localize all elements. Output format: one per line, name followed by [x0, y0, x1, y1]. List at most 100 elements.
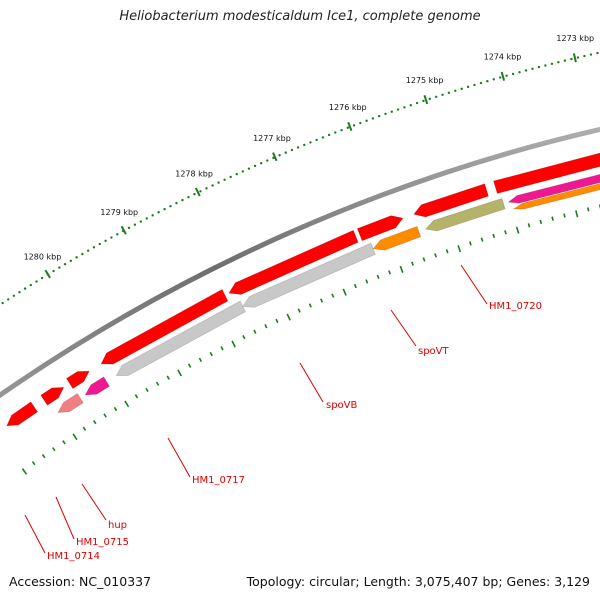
inner-tick [411, 261, 414, 266]
minor-tick [550, 62, 554, 66]
minor-tick [75, 256, 78, 259]
inner-tick [504, 230, 507, 235]
inner-tick [242, 334, 246, 340]
minor-tick [473, 83, 476, 87]
minor-tick [428, 97, 432, 101]
minor-tick [460, 87, 463, 91]
minor-tick [377, 114, 381, 118]
cds-hup [65, 370, 90, 390]
minor-tick [18, 290, 21, 294]
minor-tick [492, 78, 495, 81]
minor-tick [163, 207, 166, 211]
minor-tick [537, 65, 541, 69]
inner-tick [82, 426, 87, 431]
major-tick [44, 269, 51, 279]
inner-tick [134, 394, 139, 399]
inner-tick [422, 257, 426, 262]
inner-tick [469, 241, 472, 246]
minor-tick [187, 195, 190, 199]
minor-tick [518, 71, 521, 74]
gene-label: HM1_0720 [489, 301, 542, 312]
inner-tick [198, 357, 203, 362]
minor-tick [58, 266, 61, 269]
minor-tick [229, 175, 232, 179]
minor-tick [447, 91, 451, 94]
callout-line [390, 309, 417, 347]
callout-line [299, 362, 324, 403]
outer-tick-track [1, 51, 599, 305]
minor-tick [486, 79, 489, 83]
backbone-arc [0, 126, 600, 399]
major-tick [347, 121, 353, 132]
inner-tick [21, 468, 28, 475]
inner-tick [586, 207, 590, 212]
minor-tick [181, 198, 184, 202]
gene-hm1-0720-track [424, 197, 506, 232]
cds-hm1-0720 [413, 183, 489, 218]
cds-hm1-0715 [40, 386, 65, 406]
callout-line [81, 483, 107, 521]
major-tick [272, 152, 278, 162]
minor-tick [253, 164, 257, 168]
minor-tick [290, 148, 294, 152]
minor-tick [296, 146, 300, 149]
minor-tick [371, 117, 375, 120]
inner-tick [253, 329, 257, 334]
tick-labels: 1273 kbp 1274 kbp 1275 kbp 1276 kbp 1277 kbp… [24, 34, 595, 262]
gene-label: spoVB [326, 400, 358, 411]
inner-tick [563, 213, 566, 218]
minor-tick [576, 56, 580, 59]
minor-tick [211, 184, 214, 187]
minor-tick [133, 223, 137, 226]
minor-tick [110, 236, 113, 239]
minor-tick [303, 143, 306, 147]
inner-tick [480, 237, 484, 242]
minor-tick [511, 72, 515, 76]
minor-tick [199, 190, 202, 193]
minor-tick [309, 141, 312, 144]
inner-tick [113, 406, 118, 412]
gene-label: HM1_0717 [192, 475, 245, 486]
cds-hm1-0714 [6, 401, 39, 427]
inner-tick [124, 400, 130, 408]
inner-tick [92, 419, 97, 425]
cds-hm1-0717 [100, 288, 229, 365]
minor-tick [454, 89, 457, 92]
minor-tick [570, 57, 573, 61]
inner-tick [331, 293, 335, 298]
major-tick [423, 95, 429, 105]
gene-next-track-2 [512, 183, 600, 210]
gene-label: hup [108, 520, 127, 531]
major-tick [194, 187, 201, 197]
tick-label: 1275 kbp [406, 76, 444, 85]
inner-tick [388, 270, 392, 275]
minor-tick [193, 193, 196, 196]
inner-tick [264, 324, 268, 329]
accession-text: Accession: NC_010337 [9, 574, 152, 589]
inner-tick [220, 346, 224, 351]
minor-tick [352, 124, 356, 127]
minor-tick [557, 61, 560, 64]
minor-tick [340, 128, 343, 132]
minor-tick [315, 138, 318, 142]
inner-tick [177, 369, 183, 377]
inner-tick [72, 433, 78, 441]
minor-tick [396, 108, 400, 111]
minor-tick [434, 95, 438, 99]
minor-tick [1, 301, 4, 305]
minor-tick [63, 262, 67, 266]
minor-tick [589, 53, 593, 56]
minor-tick [466, 85, 470, 89]
inner-tick [527, 223, 531, 228]
minor-tick [217, 181, 220, 184]
minor-tick [524, 69, 528, 72]
minor-tick [390, 110, 393, 113]
inner-tick [575, 210, 579, 218]
minor-tick [40, 276, 44, 280]
gene-hm1-0715-track [57, 392, 84, 414]
gene-next-track [507, 173, 600, 204]
minor-tick [278, 154, 281, 157]
gene-label: HM1_0715 [76, 537, 129, 548]
inner-tick [297, 308, 301, 313]
